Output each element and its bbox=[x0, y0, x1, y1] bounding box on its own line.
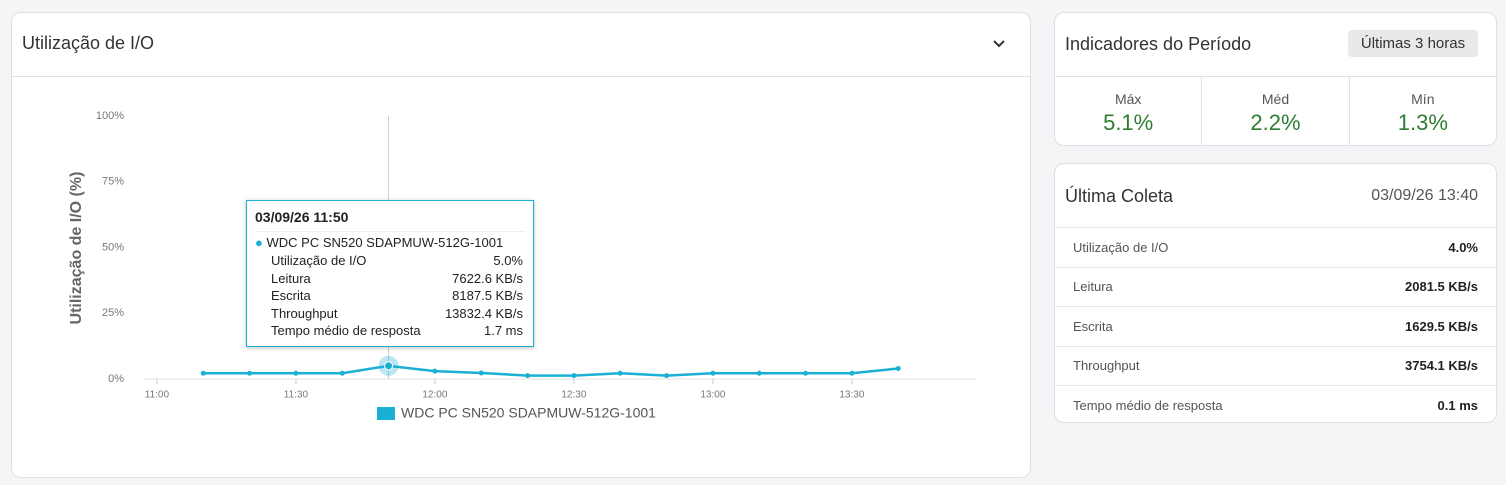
indicator-label: Mín bbox=[1411, 91, 1435, 107]
collection-value: 0.1 ms bbox=[1437, 397, 1478, 413]
divider bbox=[12, 76, 1030, 77]
collection-label: Escrita bbox=[1073, 318, 1113, 334]
data-point bbox=[247, 370, 253, 376]
card-title: Indicadores do Período bbox=[1065, 34, 1252, 54]
collection-value: 4.0% bbox=[1448, 239, 1478, 255]
period-badge[interactable]: Últimas 3 horas bbox=[1348, 30, 1478, 57]
tooltip-row: Escrita 8187.5 KB/s bbox=[271, 288, 523, 303]
tooltip-row: Leitura 7622.6 KB/s bbox=[271, 271, 523, 286]
tooltip-value: 13832.4 KB/s bbox=[444, 305, 523, 321]
indicator-value: 5.1% bbox=[1103, 110, 1154, 135]
collection-date: 03/09/26 13:40 bbox=[1371, 187, 1478, 204]
tooltip-value: 1.7 ms bbox=[483, 323, 523, 338]
collection-label: Leitura bbox=[1073, 279, 1113, 295]
x-tick-label: 11:00 bbox=[145, 390, 170, 401]
collection-label: Utilização de I/O bbox=[1073, 239, 1169, 255]
tooltip-row: Tempo médio de resposta 1.7 ms bbox=[271, 323, 523, 338]
collection-value: 2081.5 KB/s bbox=[1405, 279, 1478, 295]
collection-row: Utilização de I/O 4.0% bbox=[1055, 227, 1496, 267]
collection-label: Throughput bbox=[1073, 358, 1140, 374]
card-title: Utilização de I/O bbox=[22, 33, 155, 53]
data-point bbox=[756, 370, 762, 376]
indicators-card: Indicadores do Período Últimas 3 horas M… bbox=[1054, 12, 1497, 146]
legend-label: WDC PC SN520 SDAPMUW-512G-1001 bbox=[401, 405, 656, 421]
tooltip-title: 03/09/26 11:50 bbox=[255, 209, 349, 225]
x-tick-label: 13:00 bbox=[700, 390, 725, 401]
series-line bbox=[203, 364, 899, 377]
data-point bbox=[339, 370, 345, 376]
tooltip-row: Throughput 13832.4 KB/s bbox=[271, 306, 523, 321]
data-point bbox=[525, 373, 531, 379]
tooltip-series: ● WDC PC SN520 SDAPMUW-512G-1001 bbox=[255, 235, 504, 250]
x-tick-label: 12:30 bbox=[561, 390, 586, 401]
collection-value: 1629.5 KB/s bbox=[1405, 318, 1478, 334]
data-point bbox=[803, 370, 809, 376]
tooltip-label: Utilização de I/O bbox=[271, 253, 367, 268]
tooltip-value: 8187.5 KB/s bbox=[452, 288, 523, 303]
data-point bbox=[710, 370, 716, 376]
x-tick-label: 11:30 bbox=[284, 390, 309, 401]
chart: Utilização de I/O (%) 0% 25% 50% 75% 100% 11:… bbox=[68, 110, 977, 421]
data-point bbox=[895, 365, 901, 371]
series-name: WDC PC SN520 SDAPMUW-512G-1001 bbox=[266, 235, 504, 250]
tooltip-row: Utilização de I/O 5.0% bbox=[271, 253, 523, 268]
data-point bbox=[571, 373, 577, 379]
x-tick-label: 13:30 bbox=[839, 390, 864, 401]
tooltip-label: Throughput bbox=[271, 305, 338, 321]
data-point bbox=[617, 370, 623, 376]
data-point bbox=[432, 368, 438, 374]
collection-row: Tempo médio de resposta 0.1 ms bbox=[1055, 385, 1496, 425]
data-point bbox=[849, 370, 855, 376]
indicator: Mín 1.3% bbox=[1348, 77, 1496, 145]
x-tick-label: 12:00 bbox=[422, 390, 447, 401]
collection-label: Tempo médio de resposta bbox=[1073, 397, 1223, 413]
data-point bbox=[664, 373, 670, 379]
y-axis-title: Utilização de I/O (%) bbox=[68, 172, 85, 325]
collection-row: Escrita 1629.5 KB/s bbox=[1055, 306, 1496, 346]
tooltip-value: 5.0% bbox=[493, 253, 523, 268]
data-point bbox=[384, 361, 394, 371]
divider bbox=[255, 231, 525, 232]
collection-row: Throughput 3754.1 KB/s bbox=[1055, 345, 1496, 386]
tooltip-label: Tempo médio de resposta bbox=[271, 323, 421, 338]
y-tick-label: 50% bbox=[102, 241, 124, 253]
collection-row: Leitura 2081.5 KB/s bbox=[1055, 266, 1496, 307]
indicator-value: 2.2% bbox=[1250, 110, 1301, 135]
tooltip-value: 7622.6 KB/s bbox=[452, 270, 523, 286]
last-collection-card: Última Coleta 03/09/26 13:40 Utilização … bbox=[1054, 163, 1497, 423]
card-title: Última Coleta bbox=[1065, 186, 1174, 206]
legend-swatch bbox=[377, 407, 395, 420]
indicator-value: 1.3% bbox=[1397, 110, 1448, 135]
y-tick-label: 25% bbox=[102, 307, 124, 319]
indicator: Máx 5.1% bbox=[1055, 77, 1201, 145]
y-tick-label: 0% bbox=[108, 373, 124, 385]
tooltip-label: Leitura bbox=[271, 270, 311, 286]
indicator-label: Máx bbox=[1114, 91, 1142, 107]
y-tick-label: 100% bbox=[96, 110, 124, 122]
y-tick-label: 75% bbox=[102, 176, 124, 188]
collapse-icon[interactable] bbox=[990, 37, 1008, 51]
collection-value: 3754.1 KB/s bbox=[1405, 358, 1478, 374]
data-point bbox=[200, 370, 206, 376]
tooltip-label: Escrita bbox=[271, 288, 311, 303]
indicator-label: Méd bbox=[1261, 91, 1290, 107]
indicator-row: Máx 5.1% Méd 2.2% Mín 1.3% bbox=[1055, 76, 1496, 145]
data-point bbox=[293, 370, 299, 376]
tooltip: 03/09/26 11:50 ● WDC PC SN520 SDAPMUW-51… bbox=[246, 200, 534, 347]
data-point bbox=[478, 370, 484, 376]
indicator: Méd 2.2% bbox=[1201, 77, 1348, 145]
